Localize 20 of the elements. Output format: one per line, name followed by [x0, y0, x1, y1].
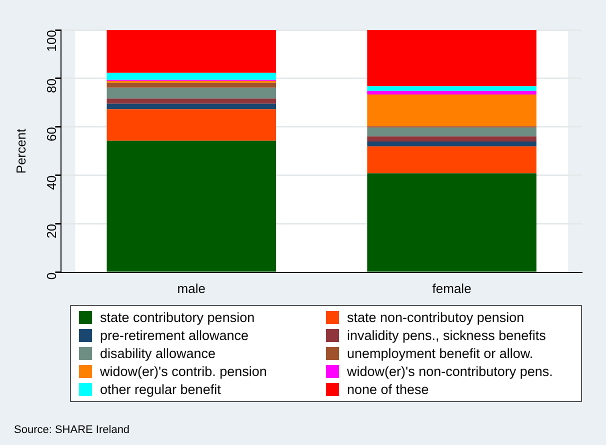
legend-label: pre-retirement allowance — [100, 328, 249, 343]
legend-label: other regular benefit — [100, 382, 221, 397]
y-axis-title: Percent — [13, 128, 28, 174]
y-tick-label: 80 — [44, 78, 59, 93]
legend-label: unemployment benefit or allow. — [347, 346, 534, 361]
source-note: Source: SHARE Ireland — [14, 424, 130, 436]
legend-label: disability allowance — [100, 346, 216, 361]
x-tick-label: female — [432, 280, 472, 296]
legend-label: invalidity pens., sickness benefits — [347, 328, 546, 343]
legend-label: state non-contributoy pension — [347, 310, 524, 325]
legend-label: state contributory pension — [100, 310, 255, 325]
y-tick-label: 40 — [44, 175, 59, 190]
legend-label: none of these — [347, 382, 429, 397]
x-tick-label: male — [177, 280, 206, 296]
y-tick-label: 0 — [44, 272, 59, 280]
y-tick-label: 60 — [44, 126, 59, 142]
y-tick-label: 100 — [44, 30, 59, 52]
y-tick-label: 20 — [44, 224, 59, 238]
legend-label: widow(er)'s contrib. pension — [100, 364, 267, 379]
legend-label: widow(er)'s non-contributory pens. — [347, 364, 553, 379]
